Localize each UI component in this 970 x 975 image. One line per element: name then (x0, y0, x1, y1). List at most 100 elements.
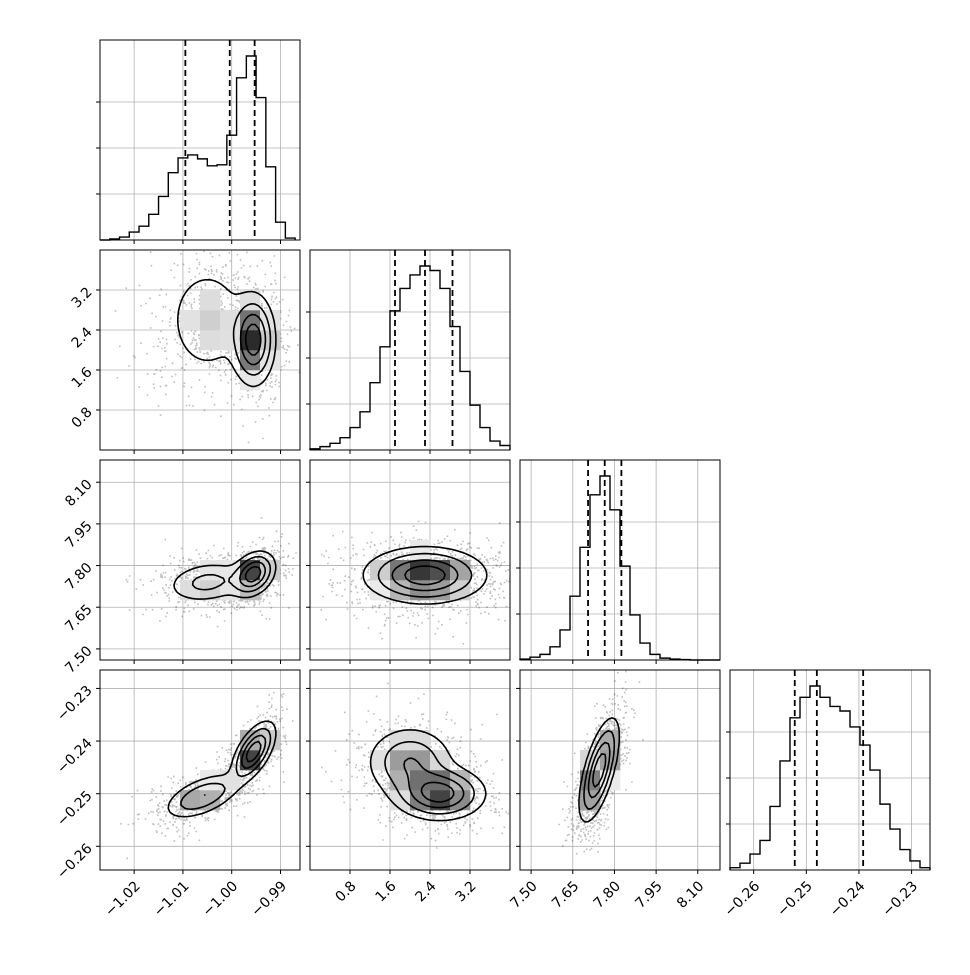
panel-frame (99, 249, 301, 451)
density-cell (200, 560, 221, 581)
y-tick-label: 1.6 (69, 364, 96, 391)
density-cell (240, 370, 261, 391)
contour-line (180, 727, 272, 810)
density-cell (200, 310, 221, 331)
y-tick-label: −0.26 (54, 841, 96, 883)
y-tick-label: −0.25 (54, 788, 96, 830)
x-tick-label: −1.02 (102, 878, 144, 920)
contour-line (173, 550, 277, 600)
density-cell (390, 750, 411, 771)
contour-line (404, 565, 446, 586)
density-cell (240, 290, 261, 311)
joint-contents (100, 250, 300, 450)
panel-frame (729, 669, 931, 871)
joint-contents (100, 670, 300, 870)
joint-contents (310, 460, 510, 660)
x-tick-label: 7.50 (507, 878, 540, 911)
panel-frame (519, 669, 721, 871)
x-tick-label: 2.4 (413, 878, 440, 905)
density-cell (450, 560, 471, 581)
contour-line (232, 303, 272, 376)
histogram-series (729, 685, 931, 870)
y-tick-label: 3.2 (69, 284, 96, 311)
x-tick-label: 0.8 (333, 878, 360, 905)
density-cell (450, 770, 471, 791)
histogram-panel-3 (516, 459, 721, 664)
density-cell (410, 770, 431, 791)
density-cell (220, 310, 241, 331)
joint-panel-4-1 (96, 669, 301, 874)
density-cell (200, 770, 221, 791)
y-tick-label: 2.4 (69, 324, 96, 351)
density-cell (200, 330, 221, 351)
y-tick-label: 8.10 (62, 477, 95, 510)
contour-line (420, 781, 455, 803)
joint-panel-4-2 (306, 669, 511, 874)
density-cell (600, 730, 621, 751)
density-cell (390, 790, 411, 811)
histogram-series (519, 475, 720, 661)
density-cell (370, 580, 391, 601)
panel-frame (309, 249, 511, 451)
y-tick-label: −0.23 (54, 683, 96, 725)
x-tick-label: −1.00 (200, 878, 242, 920)
panel-frame (309, 459, 511, 661)
contour-line (592, 753, 607, 788)
x-tick-label: −0.99 (248, 878, 290, 920)
density-cell (240, 330, 261, 351)
contour-line (244, 565, 262, 583)
x-tick-label: −1.01 (151, 878, 193, 920)
x-tick-label: 7.80 (591, 878, 624, 911)
joint-panel-3-1 (96, 459, 301, 664)
density-cell (410, 750, 431, 771)
contour-line (191, 555, 272, 593)
histogram-panel-1 (96, 39, 301, 244)
density-cell (220, 560, 241, 581)
x-tick-label: 7.65 (549, 878, 582, 911)
contour-line (239, 561, 266, 588)
density-cell (410, 560, 431, 581)
histogram-panel-2 (306, 249, 511, 454)
joint-contents (520, 670, 720, 870)
x-tick-label: 7.95 (632, 878, 665, 911)
density-cell (200, 290, 221, 311)
x-tick-label: 8.10 (674, 878, 707, 911)
joint-contents (310, 670, 510, 870)
contour-line (384, 741, 475, 815)
contour-line (177, 278, 277, 388)
panel-frame (99, 669, 301, 871)
joint-panel-3-2 (306, 459, 511, 664)
joint-panel-2-1 (96, 249, 301, 454)
density-cell (430, 790, 451, 811)
contour-line (578, 717, 621, 823)
density-cell (240, 750, 261, 771)
panel-frame (519, 459, 721, 661)
panel-frame (99, 459, 301, 661)
contour-line (377, 552, 473, 598)
density-cell (180, 580, 201, 601)
contour-line (245, 740, 262, 763)
y-tick-label: 7.65 (62, 602, 95, 635)
contour-line (391, 559, 459, 592)
y-tick-label: −0.24 (54, 735, 96, 777)
histogram-series (100, 55, 296, 241)
density-cell (180, 310, 201, 331)
contour-line (362, 545, 488, 605)
y-tick-label: 0.8 (69, 404, 96, 431)
y-tick-label: 7.50 (62, 643, 95, 676)
contour-line (244, 323, 262, 356)
histogram-series (309, 265, 511, 450)
y-tick-label: 7.80 (62, 560, 95, 593)
contour-line (583, 730, 616, 810)
histogram-panel-4 (726, 669, 931, 874)
contour-line (587, 741, 611, 799)
y-tick-label: 7.95 (62, 518, 95, 551)
x-tick-label: −0.25 (774, 878, 816, 920)
contour-line (403, 757, 465, 809)
density-cell (200, 580, 221, 601)
joint-contents (100, 460, 300, 660)
density-cell (220, 330, 241, 351)
panel-frame (99, 39, 301, 241)
